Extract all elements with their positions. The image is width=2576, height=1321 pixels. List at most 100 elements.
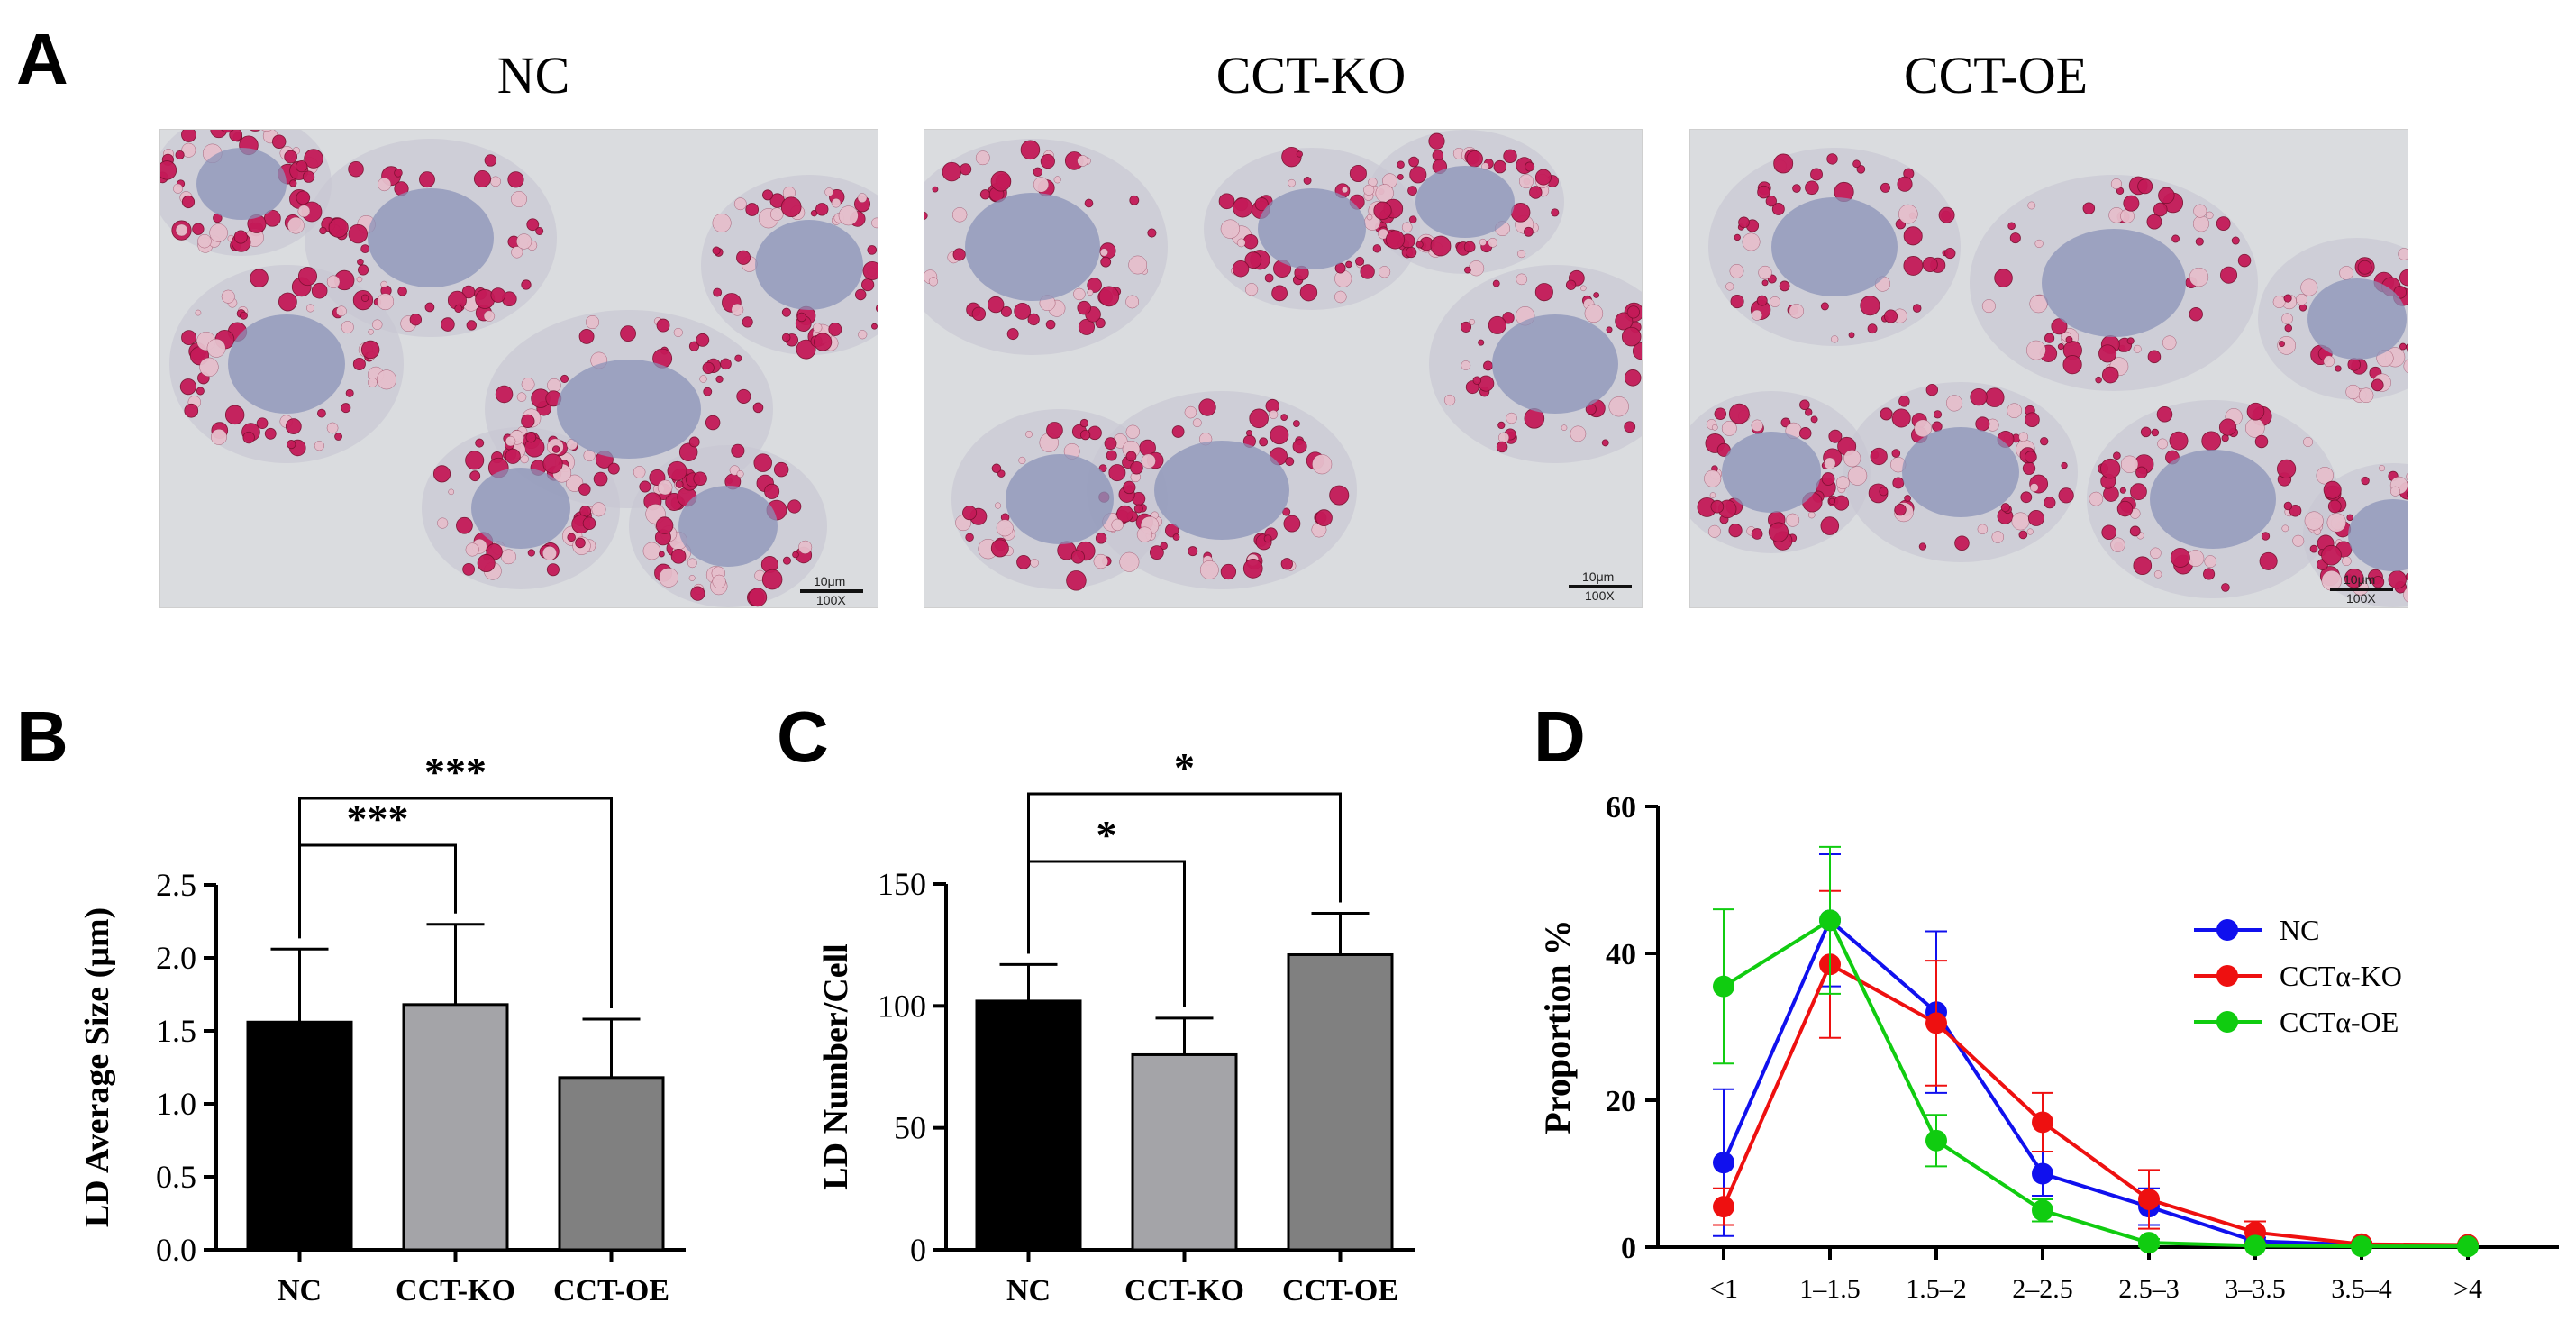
- micrograph-cct-ko: 10μm 100X: [924, 129, 1643, 608]
- lipid-droplet: [1891, 449, 1901, 458]
- y-axis-label: LD Number/Cell: [817, 943, 855, 1189]
- lipid-droplet: [306, 304, 314, 313]
- lipid-droplet: [526, 218, 540, 232]
- lipid-droplet: [2189, 268, 2209, 287]
- lipid-droplet: [1406, 246, 1417, 259]
- lipid-droplet: [861, 278, 875, 292]
- magnification-label: 100X: [816, 593, 846, 607]
- lipid-droplet: [1263, 534, 1272, 543]
- lipid-droplet: [752, 402, 764, 414]
- lipid-droplet: [2098, 344, 2117, 363]
- lipid-droplet: [2101, 524, 2116, 541]
- significance-label: ***: [347, 796, 409, 842]
- lipid-droplet: [256, 417, 269, 429]
- lipid-droplet: [1493, 159, 1507, 174]
- lipid-droplet: [250, 130, 261, 132]
- lipid-droplet: [326, 275, 341, 288]
- lipid-droplet: [731, 443, 745, 458]
- lipid-droplet: [712, 246, 721, 255]
- y-tick-label: 2.0: [156, 940, 196, 976]
- legend-marker: [2216, 919, 2238, 941]
- lipid-droplet: [1020, 140, 1041, 160]
- lipid-droplet: [696, 333, 710, 347]
- lipid-droplet: [326, 422, 339, 434]
- lipid-droplet: [206, 338, 226, 358]
- lipid-droplet: [1626, 305, 1641, 319]
- lipid-droplet: [2009, 232, 2021, 244]
- y-tick-label: 60: [1606, 791, 1636, 824]
- lipid-droplet: [566, 474, 584, 492]
- lipid-droplet: [484, 154, 497, 167]
- lipid-droplet: [1282, 507, 1291, 516]
- lipid-droplet: [855, 288, 867, 301]
- data-point: [2244, 1234, 2266, 1257]
- lipid-droplet: [1312, 454, 1333, 475]
- bar-nc: [975, 999, 1082, 1252]
- lipid-droplet: [1932, 421, 1943, 432]
- lipid-droplet: [475, 438, 485, 448]
- lipid-droplet: [1461, 360, 1471, 370]
- lipid-droplet: [1870, 447, 1888, 466]
- lipid-droplet: [1077, 300, 1091, 315]
- lipid-droplet: [2195, 237, 2204, 246]
- lipid-droplet: [1770, 296, 1780, 307]
- lipid-droplet: [368, 329, 374, 335]
- lipid-droplet: [264, 427, 277, 440]
- lipid-droplet: [828, 323, 842, 336]
- lipid-droplet: [505, 448, 521, 464]
- lipid-droplet: [233, 230, 248, 244]
- lipid-droplet: [2026, 340, 2046, 360]
- lipid-droplet: [2044, 497, 2056, 509]
- lipid-droplet: [712, 214, 732, 232]
- lipid-droplet: [1016, 554, 1031, 569]
- lipid-droplet: [516, 392, 527, 402]
- lipid-droplet: [1570, 425, 1587, 442]
- lipid-droplet: [317, 408, 326, 418]
- lipid-droplet: [2323, 355, 2335, 368]
- lipid-droplet: [657, 479, 673, 496]
- lipid-droplet: [341, 403, 351, 414]
- lipid-droplet: [1192, 418, 1202, 428]
- lipid-droplet: [1519, 174, 1534, 189]
- lipid-droplet: [1125, 424, 1140, 439]
- lipid-droplet: [173, 183, 183, 194]
- lipid-droplet: [469, 470, 481, 482]
- lipid-droplet: [358, 264, 369, 276]
- lipid-droplet: [511, 191, 527, 207]
- lipid-droplet: [975, 150, 990, 166]
- lipid-droplet: [713, 287, 723, 297]
- x-tick-label: CCT-KO: [396, 1274, 515, 1307]
- lipid-droplet: [2398, 248, 2408, 260]
- y-axis-label: Proportion %: [1537, 919, 1578, 1134]
- lipid-droplet: [1141, 453, 1156, 469]
- lipid-droplet: [360, 244, 370, 253]
- lipid-droplet: [1798, 427, 1812, 440]
- lipid-droplet: [2101, 366, 2119, 384]
- lipid-droplet: [2406, 343, 2408, 351]
- lipid-droplet: [736, 250, 751, 265]
- lipid-droplet: [368, 378, 378, 387]
- y-tick-label: 1.5: [156, 1013, 196, 1049]
- lipid-droplet: [1099, 248, 1108, 257]
- lipid-droplet: [199, 357, 219, 377]
- lipid-droplet: [2298, 304, 2307, 312]
- lipid-droplet: [2100, 458, 2121, 479]
- lipid-droplet: [1478, 375, 1495, 392]
- legend-label: CCTα-OE: [2280, 1006, 2399, 1038]
- lipid-droplet: [456, 516, 473, 534]
- significance-label: *: [1174, 744, 1195, 790]
- nucleus: [755, 220, 863, 310]
- lipid-droplet: [1006, 328, 1019, 341]
- lipid-droplet: [1525, 161, 1535, 172]
- lipid-droplet: [1379, 266, 1391, 278]
- lipid-droplet: [1728, 524, 1743, 538]
- lipid-droplet: [1100, 256, 1112, 268]
- lipid-droplet: [1742, 232, 1761, 251]
- lipid-droplet: [1242, 559, 1263, 579]
- lipid-droplet: [667, 460, 687, 481]
- lipid-droplet: [1236, 238, 1246, 248]
- lipid-droplet: [1128, 255, 1147, 275]
- lipid-droplet: [1807, 511, 1816, 519]
- data-point: [1925, 1012, 1947, 1034]
- lipid-droplet: [1804, 408, 1813, 416]
